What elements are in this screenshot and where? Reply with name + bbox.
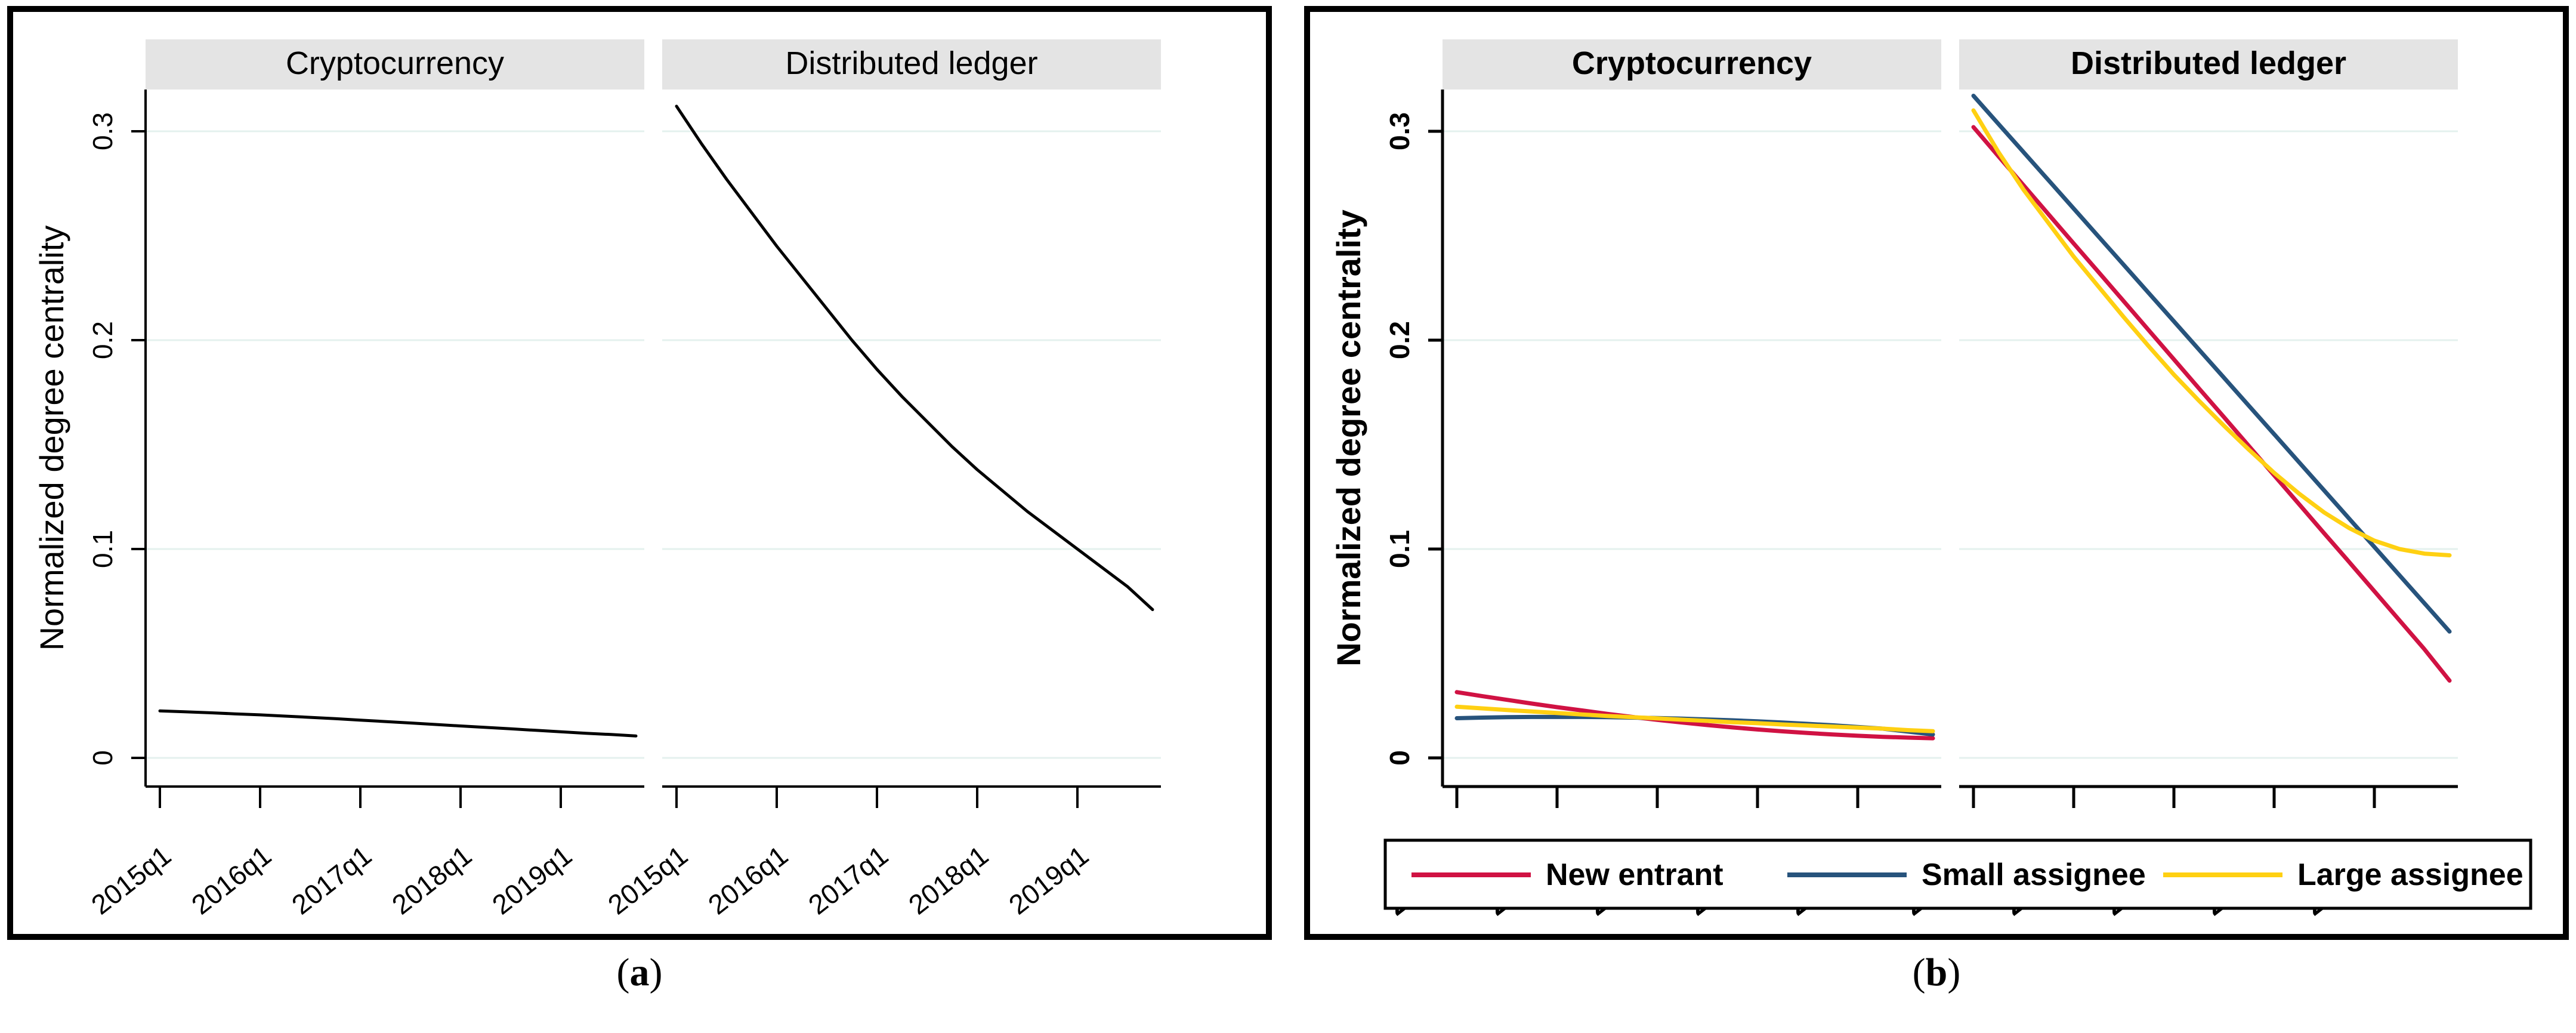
chart-a-svg: Normalized degree centrality 0 0.1 0.2 0.3 Cr… bbox=[33, 39, 1161, 920]
x-tick-label: 2019q1 bbox=[486, 840, 577, 920]
legend-label-small-assignee: Small assignee bbox=[1922, 858, 2146, 892]
y-tick-label: 0.1 bbox=[1384, 530, 1415, 568]
x-tick-label: 2019q1 bbox=[1003, 840, 1094, 920]
subpanel-title-cryptocurrency: Cryptocurrency bbox=[286, 45, 504, 81]
x-tick-label: 2016q1 bbox=[702, 840, 793, 920]
subpanel-header-band bbox=[146, 39, 644, 90]
y-tick-label: 0.3 bbox=[1384, 112, 1415, 150]
series-line-line bbox=[158, 709, 638, 738]
x-tick-label: 2015q1 bbox=[602, 840, 693, 920]
y-tick-label: 0.2 bbox=[87, 321, 118, 359]
y-tick-label: 0 bbox=[87, 750, 118, 766]
series-line-new-entrant bbox=[1454, 690, 1935, 741]
x-tick-label: 2018q1 bbox=[903, 840, 994, 920]
subpanel-header-band bbox=[1443, 39, 1941, 90]
caption-b-close: ) bbox=[1947, 951, 1961, 994]
chart-b-svg: Normalized degree centrality 0 0.1 0.2 0.3 Cr… bbox=[1330, 39, 2532, 921]
x-tick-label: 2017q1 bbox=[286, 840, 377, 920]
series-line-new-entrant bbox=[1971, 125, 2452, 683]
subpanel-title-distributed-ledger: Distributed ledger bbox=[2071, 45, 2346, 81]
x-tick-label: 2015q1 bbox=[85, 840, 177, 920]
figure-panel-a: Normalized degree centrality 0 0.1 0.2 0.3 Cr… bbox=[7, 6, 1272, 940]
y-axis-title: Normalized degree centrality bbox=[33, 226, 70, 651]
y-axis-title: Normalized degree centrality bbox=[1330, 209, 1367, 667]
subpanel-title-cryptocurrency: Cryptocurrency bbox=[1572, 45, 1812, 81]
legend-box bbox=[1383, 838, 2532, 910]
y-tick-label: 0.3 bbox=[87, 112, 118, 150]
legend-label-large-assignee: Large assignee bbox=[2297, 858, 2524, 892]
series-line-large-assignee bbox=[1971, 108, 2452, 557]
subpanel-title-distributed-ledger: Distributed ledger bbox=[785, 45, 1037, 81]
caption-b: (b) bbox=[1304, 950, 2569, 995]
subpanel-header-band bbox=[662, 39, 1161, 90]
x-tick-label: 2018q1 bbox=[386, 840, 477, 920]
y-tick-label: 0 bbox=[1384, 750, 1415, 766]
caption-a: (a) bbox=[7, 950, 1272, 995]
caption-b-open: ( bbox=[1912, 951, 1926, 994]
caption-a-open: ( bbox=[616, 951, 630, 994]
caption-a-close: ) bbox=[649, 951, 663, 994]
legend-label-new-entrant: New entrant bbox=[1546, 858, 1723, 892]
y-tick-label: 0.2 bbox=[1384, 321, 1415, 359]
caption-b-letter: b bbox=[1925, 951, 1948, 994]
series-line-line bbox=[675, 104, 1154, 611]
figure-panel-b: Normalized degree centrality 0 0.1 0.2 0.3 Cr… bbox=[1304, 6, 2569, 940]
x-tick-label: 2016q1 bbox=[186, 840, 277, 920]
caption-a-letter: a bbox=[629, 951, 650, 994]
y-tick-label: 0.1 bbox=[87, 530, 118, 568]
series-line-large-assignee bbox=[1454, 704, 1935, 733]
series-line-small-assignee bbox=[1971, 94, 2452, 634]
subpanel-header-band bbox=[1959, 39, 2458, 90]
x-tick-label: 2017q1 bbox=[802, 840, 894, 920]
